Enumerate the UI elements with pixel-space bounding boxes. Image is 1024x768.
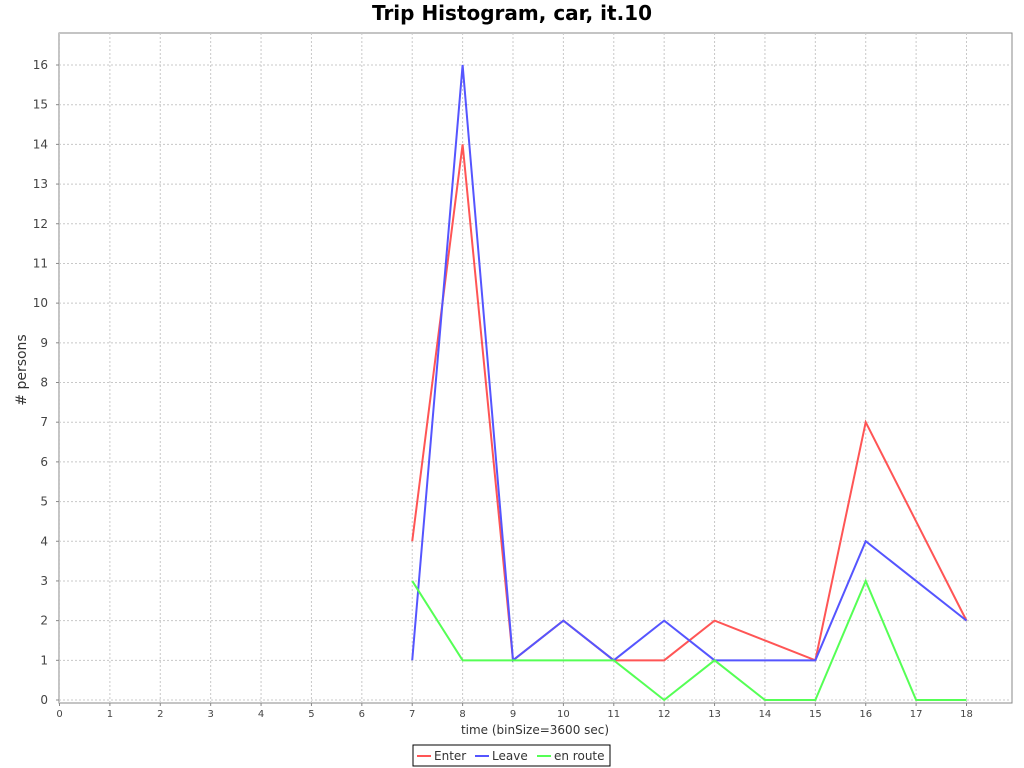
x-tick-label: 10: [557, 709, 570, 720]
x-tick-label: 6: [359, 709, 365, 720]
y-tick-label: 10: [33, 296, 48, 310]
y-tick-label: 7: [40, 415, 48, 429]
y-tick-label: 11: [33, 256, 48, 270]
legend-label-leave: Leave: [492, 749, 528, 763]
y-tick-label: 9: [40, 336, 48, 350]
y-tick-label: 2: [40, 614, 48, 628]
x-tick-label: 11: [607, 709, 620, 720]
y-tick-label: 1: [40, 653, 48, 667]
legend-box: [412, 744, 611, 767]
y-tick-label: 6: [40, 455, 48, 469]
x-tick-label: 13: [708, 709, 721, 720]
x-axis-label: time (binSize=3600 sec): [461, 723, 609, 737]
x-tick-label: 18: [960, 709, 973, 720]
x-tick-label: 8: [459, 709, 465, 720]
series-line-leave: [411, 64, 968, 663]
x-tick-label: 0: [56, 709, 62, 720]
x-tick-label: 4: [258, 709, 264, 720]
y-tick-label: 12: [33, 217, 48, 231]
chart-title: Trip Histogram, car, it.10: [372, 1, 652, 25]
x-tick-label: 1: [107, 709, 113, 720]
x-tick-label: 12: [658, 709, 671, 720]
y-tick-label: 3: [40, 574, 48, 588]
x-tick-label: 3: [207, 709, 213, 720]
y-tick-label: 8: [40, 376, 48, 390]
series-lines: [411, 64, 968, 702]
x-tick-label: 17: [910, 709, 923, 720]
plot-area: [58, 32, 1013, 704]
x-tick-label: 14: [759, 709, 772, 720]
y-tick-label: 14: [33, 137, 48, 151]
x-tick-label: 7: [409, 709, 415, 720]
y-tick-label: 15: [33, 98, 48, 112]
y-axis-label: # persons: [14, 334, 30, 405]
legend-label-enter: Enter: [434, 749, 466, 763]
y-tick-label: 4: [40, 534, 48, 548]
x-tick-label: 2: [157, 709, 163, 720]
x-axis-ticks: 0 1 2 3 4 5 6 7 8 9 10 11 12 13 14 15 16 17 18: [56, 703, 973, 720]
legend: Enter Leave en route: [412, 744, 611, 767]
x-tick-label: 16: [859, 709, 872, 720]
legend-label-en-route: en route: [554, 749, 605, 763]
x-tick-label: 15: [809, 709, 822, 720]
series-line-en-route: [411, 578, 967, 702]
x-tick-label: 9: [510, 709, 516, 720]
y-tick-label: 0: [40, 693, 48, 707]
y-tick-label: 5: [40, 495, 48, 509]
grid: [59, 33, 1012, 703]
y-tick-label: 16: [33, 58, 48, 72]
x-tick-label: 5: [308, 709, 314, 720]
y-tick-label: 13: [33, 177, 48, 191]
